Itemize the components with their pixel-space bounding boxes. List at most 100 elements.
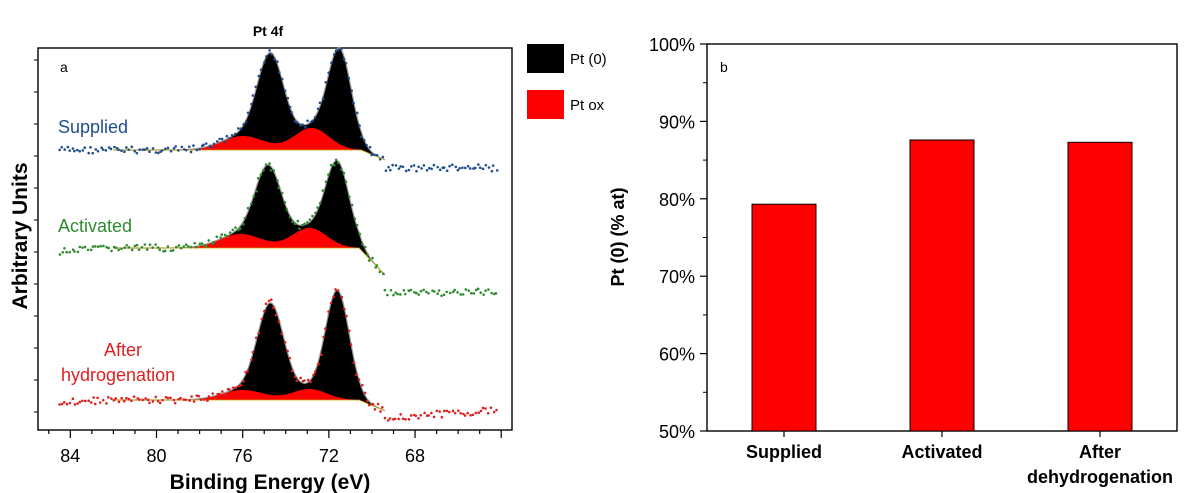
raw-point — [321, 189, 325, 192]
fit-baseline-3 — [113, 399, 386, 412]
raw-point — [451, 290, 455, 294]
raw-point — [399, 165, 402, 168]
raw-point — [290, 111, 293, 114]
raw-points-3 — [58, 288, 498, 422]
raw-point — [363, 391, 367, 395]
raw-point — [280, 191, 284, 195]
raw-point — [197, 394, 201, 398]
raw-point — [453, 411, 457, 415]
raw-point — [171, 249, 175, 252]
panel-b-label: b — [720, 59, 728, 75]
raw-point — [189, 150, 193, 154]
raw-point — [367, 403, 371, 407]
raw-point — [96, 245, 100, 248]
label-hydrogenation: hydrogenation — [61, 365, 175, 385]
raw-point — [469, 413, 472, 417]
raw-point — [205, 244, 208, 248]
raw-point — [215, 140, 219, 143]
raw-point — [375, 264, 379, 267]
raw-point — [195, 394, 199, 397]
raw-point — [58, 253, 62, 256]
raw-point — [371, 402, 375, 406]
raw-point — [301, 223, 304, 227]
raw-point — [117, 248, 120, 252]
raw-point — [243, 216, 247, 220]
raw-point — [73, 149, 76, 153]
raw-point — [404, 169, 408, 173]
raw-point — [125, 243, 129, 247]
raw-point — [135, 243, 139, 247]
legend: Pt (0) Pt ox — [527, 44, 607, 119]
raw-point — [127, 246, 131, 249]
raw-point — [394, 291, 398, 295]
raw-point — [237, 127, 240, 130]
raw-point — [293, 375, 297, 379]
raw-point — [371, 256, 374, 260]
raw-point — [324, 80, 327, 84]
raw-point — [445, 409, 449, 413]
raw-point — [179, 246, 183, 250]
raw-point — [161, 398, 164, 402]
raw-point — [234, 386, 238, 389]
raw-point — [332, 53, 336, 56]
raw-point — [242, 122, 246, 126]
panel-a-xlabel: Binding Energy (eV) — [170, 471, 371, 493]
raw-point — [179, 396, 182, 400]
raw-point — [435, 409, 439, 413]
raw-point — [286, 96, 290, 100]
raw-point — [392, 293, 395, 297]
raw-point — [396, 292, 399, 296]
raw-point — [270, 52, 273, 56]
raw-point — [414, 414, 418, 418]
raw-point — [228, 388, 231, 391]
legend-label-ptox: Pt ox — [570, 97, 605, 114]
raw-point — [166, 146, 170, 150]
raw-point — [448, 291, 452, 295]
raw-point — [360, 135, 363, 139]
raw-point — [373, 153, 376, 157]
raw-point — [347, 76, 351, 80]
raw-point — [459, 293, 462, 296]
raw-point — [204, 142, 208, 145]
raw-point — [115, 146, 119, 150]
raw-point — [329, 163, 333, 167]
raw-point — [317, 362, 320, 366]
raw-point — [306, 221, 309, 224]
raw-point — [148, 401, 151, 405]
raw-point — [250, 102, 253, 106]
raw-point — [343, 307, 346, 311]
raw-point — [329, 301, 333, 305]
raw-point — [78, 245, 82, 249]
raw-point — [239, 127, 243, 130]
raw-point — [425, 290, 428, 294]
raw-point — [464, 288, 468, 291]
raw-point — [76, 402, 79, 405]
raw-point — [381, 406, 384, 409]
raw-point — [143, 243, 147, 246]
raw-point — [192, 144, 195, 147]
raw-point — [92, 396, 95, 399]
raw-point — [487, 288, 490, 291]
raw-point — [187, 145, 191, 149]
raw-point — [169, 149, 173, 153]
raw-point — [320, 353, 323, 357]
raw-point — [428, 166, 431, 170]
raw-point — [358, 124, 361, 127]
raw-point — [230, 133, 234, 137]
raw-point — [123, 150, 126, 154]
raw-point — [339, 47, 343, 51]
raw-point — [238, 227, 242, 231]
raw-point — [313, 370, 317, 374]
raw-point — [388, 417, 392, 420]
raw-point — [78, 149, 82, 153]
raw-point — [65, 250, 68, 254]
raw-point — [169, 249, 173, 253]
raw-point — [280, 77, 284, 81]
raw-point — [336, 161, 340, 164]
x-category-label: Supplied — [746, 442, 822, 462]
raw-point — [352, 101, 355, 105]
raw-point — [473, 166, 477, 170]
raw-point — [146, 398, 150, 402]
raw-point — [242, 223, 245, 226]
raw-point — [288, 105, 292, 109]
